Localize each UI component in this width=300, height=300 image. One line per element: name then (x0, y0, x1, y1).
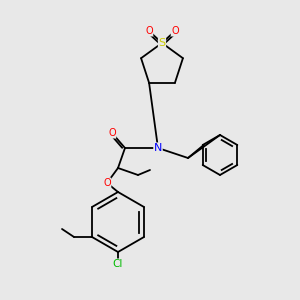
Text: O: O (103, 178, 111, 188)
Text: O: O (145, 26, 153, 36)
Text: O: O (108, 128, 116, 138)
Text: N: N (154, 143, 162, 153)
Text: O: O (171, 26, 179, 36)
Text: S: S (158, 38, 166, 48)
Text: Cl: Cl (113, 259, 123, 269)
